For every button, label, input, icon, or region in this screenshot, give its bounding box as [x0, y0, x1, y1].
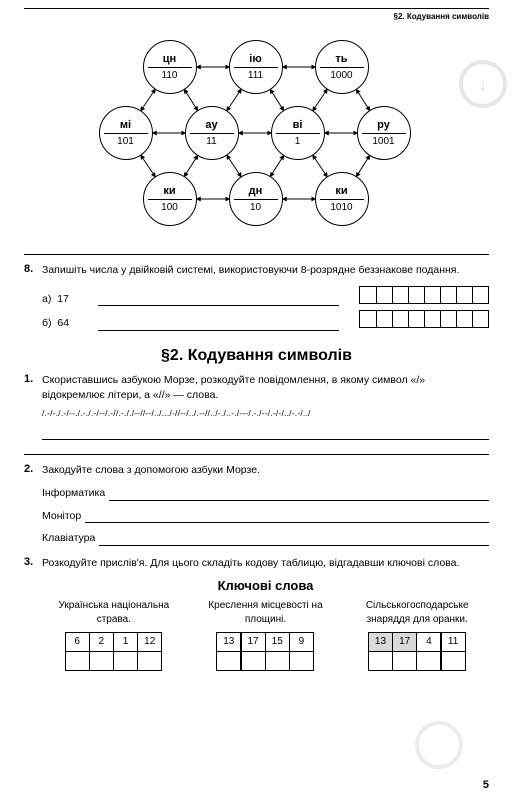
- node-diagram: цн110 ію111 ть1000 мі101 ау11 ві1 ру1001 ки100 д…: [77, 40, 437, 240]
- answer-line[interactable]: [109, 489, 489, 501]
- task-text: Запишіть числа у двійковій системі, вико…: [42, 263, 489, 278]
- keyword-table[interactable]: 1317411: [369, 633, 466, 671]
- diagram-node: цн110: [143, 40, 197, 94]
- task-8: 8. Запишіть числа у двійковій системі, в…: [24, 263, 489, 331]
- diagram-node: ки1010: [315, 172, 369, 226]
- answer-line-b[interactable]: [98, 319, 339, 331]
- answer-line[interactable]: [85, 511, 489, 523]
- task-number: 1.: [24, 373, 42, 440]
- task-text: Скориставшись азбукою Морзе, розкодуйте …: [42, 373, 489, 402]
- task-text: Закодуйте слова з допомогою азбуки Морзе…: [42, 463, 489, 478]
- task-1: 1. Скориставшись азбукою Морзе, розкодуй…: [24, 373, 489, 440]
- word-label: Інформатика: [42, 486, 105, 501]
- keyword-table[interactable]: 1317159: [217, 633, 314, 671]
- keyword-column: Креслення місцевості на площині. 1317159: [194, 599, 338, 676]
- page-number: 5: [483, 779, 489, 791]
- task-3: 3. Розкодуйте прислів'я. Для цього склад…: [24, 556, 489, 676]
- section-title: §2. Кодування символів: [24, 347, 489, 365]
- task-text: Розкодуйте прислів'я. Для цього складіть…: [42, 556, 489, 571]
- answer-line[interactable]: [42, 426, 489, 440]
- header-rule: [24, 8, 489, 9]
- diagram-node: ру1001: [357, 106, 411, 160]
- watermark-icon: ↓: [459, 60, 507, 108]
- word-row-3: Клавіатура: [42, 531, 489, 546]
- binary-grid-b[interactable]: [359, 310, 489, 328]
- diagram-node: ть1000: [315, 40, 369, 94]
- task-2: 2. Закодуйте слова з допомогою азбуки Мо…: [24, 463, 489, 546]
- divider: [24, 254, 489, 255]
- diagram-node: мі101: [99, 106, 153, 160]
- task-number: 2.: [24, 463, 42, 546]
- answer-line-a[interactable]: [98, 294, 339, 306]
- binary-grids: [359, 286, 489, 331]
- answer-line[interactable]: [99, 534, 489, 546]
- keyword-caption: Сільськогосподарське знаряддя для оранки…: [345, 599, 489, 627]
- divider: [24, 454, 489, 455]
- subtask-b-label: б) 64: [42, 316, 82, 331]
- binary-grid-a[interactable]: [359, 286, 489, 304]
- keyword-caption: Креслення місцевості на площині.: [194, 599, 338, 627]
- keyword-column: Українська національна страва. 62112: [42, 599, 186, 676]
- task-number: 3.: [24, 556, 42, 676]
- subtask-a-label: а) 17: [42, 292, 82, 307]
- diagram-node: ки100: [143, 172, 197, 226]
- word-row-1: Інформатика: [42, 486, 489, 501]
- diagram-node: дн10: [229, 172, 283, 226]
- word-row-2: Монітор: [42, 509, 489, 524]
- diagram-node: ау11: [185, 106, 239, 160]
- keyword-table[interactable]: 62112: [65, 633, 162, 671]
- task-number: 8.: [24, 263, 42, 331]
- keyword-caption: Українська національна страва.: [42, 599, 186, 627]
- morse-code: /.-/-./.-/--./.-./.-/--/.-//.-././--//--…: [42, 408, 489, 420]
- diagram-node: ію111: [229, 40, 283, 94]
- word-label: Монітор: [42, 509, 81, 524]
- diagram-node: ві1: [271, 106, 325, 160]
- header-text: §2. Кодування символів: [394, 12, 489, 21]
- keyword-column: Сільськогосподарське знаряддя для оранки…: [345, 599, 489, 676]
- keywords-title: Ключові слова: [42, 577, 489, 595]
- word-label: Клавіатура: [42, 531, 95, 546]
- keyword-columns: Українська національна страва. 62112 Кресл…: [42, 599, 489, 676]
- watermark-icon: [415, 721, 463, 769]
